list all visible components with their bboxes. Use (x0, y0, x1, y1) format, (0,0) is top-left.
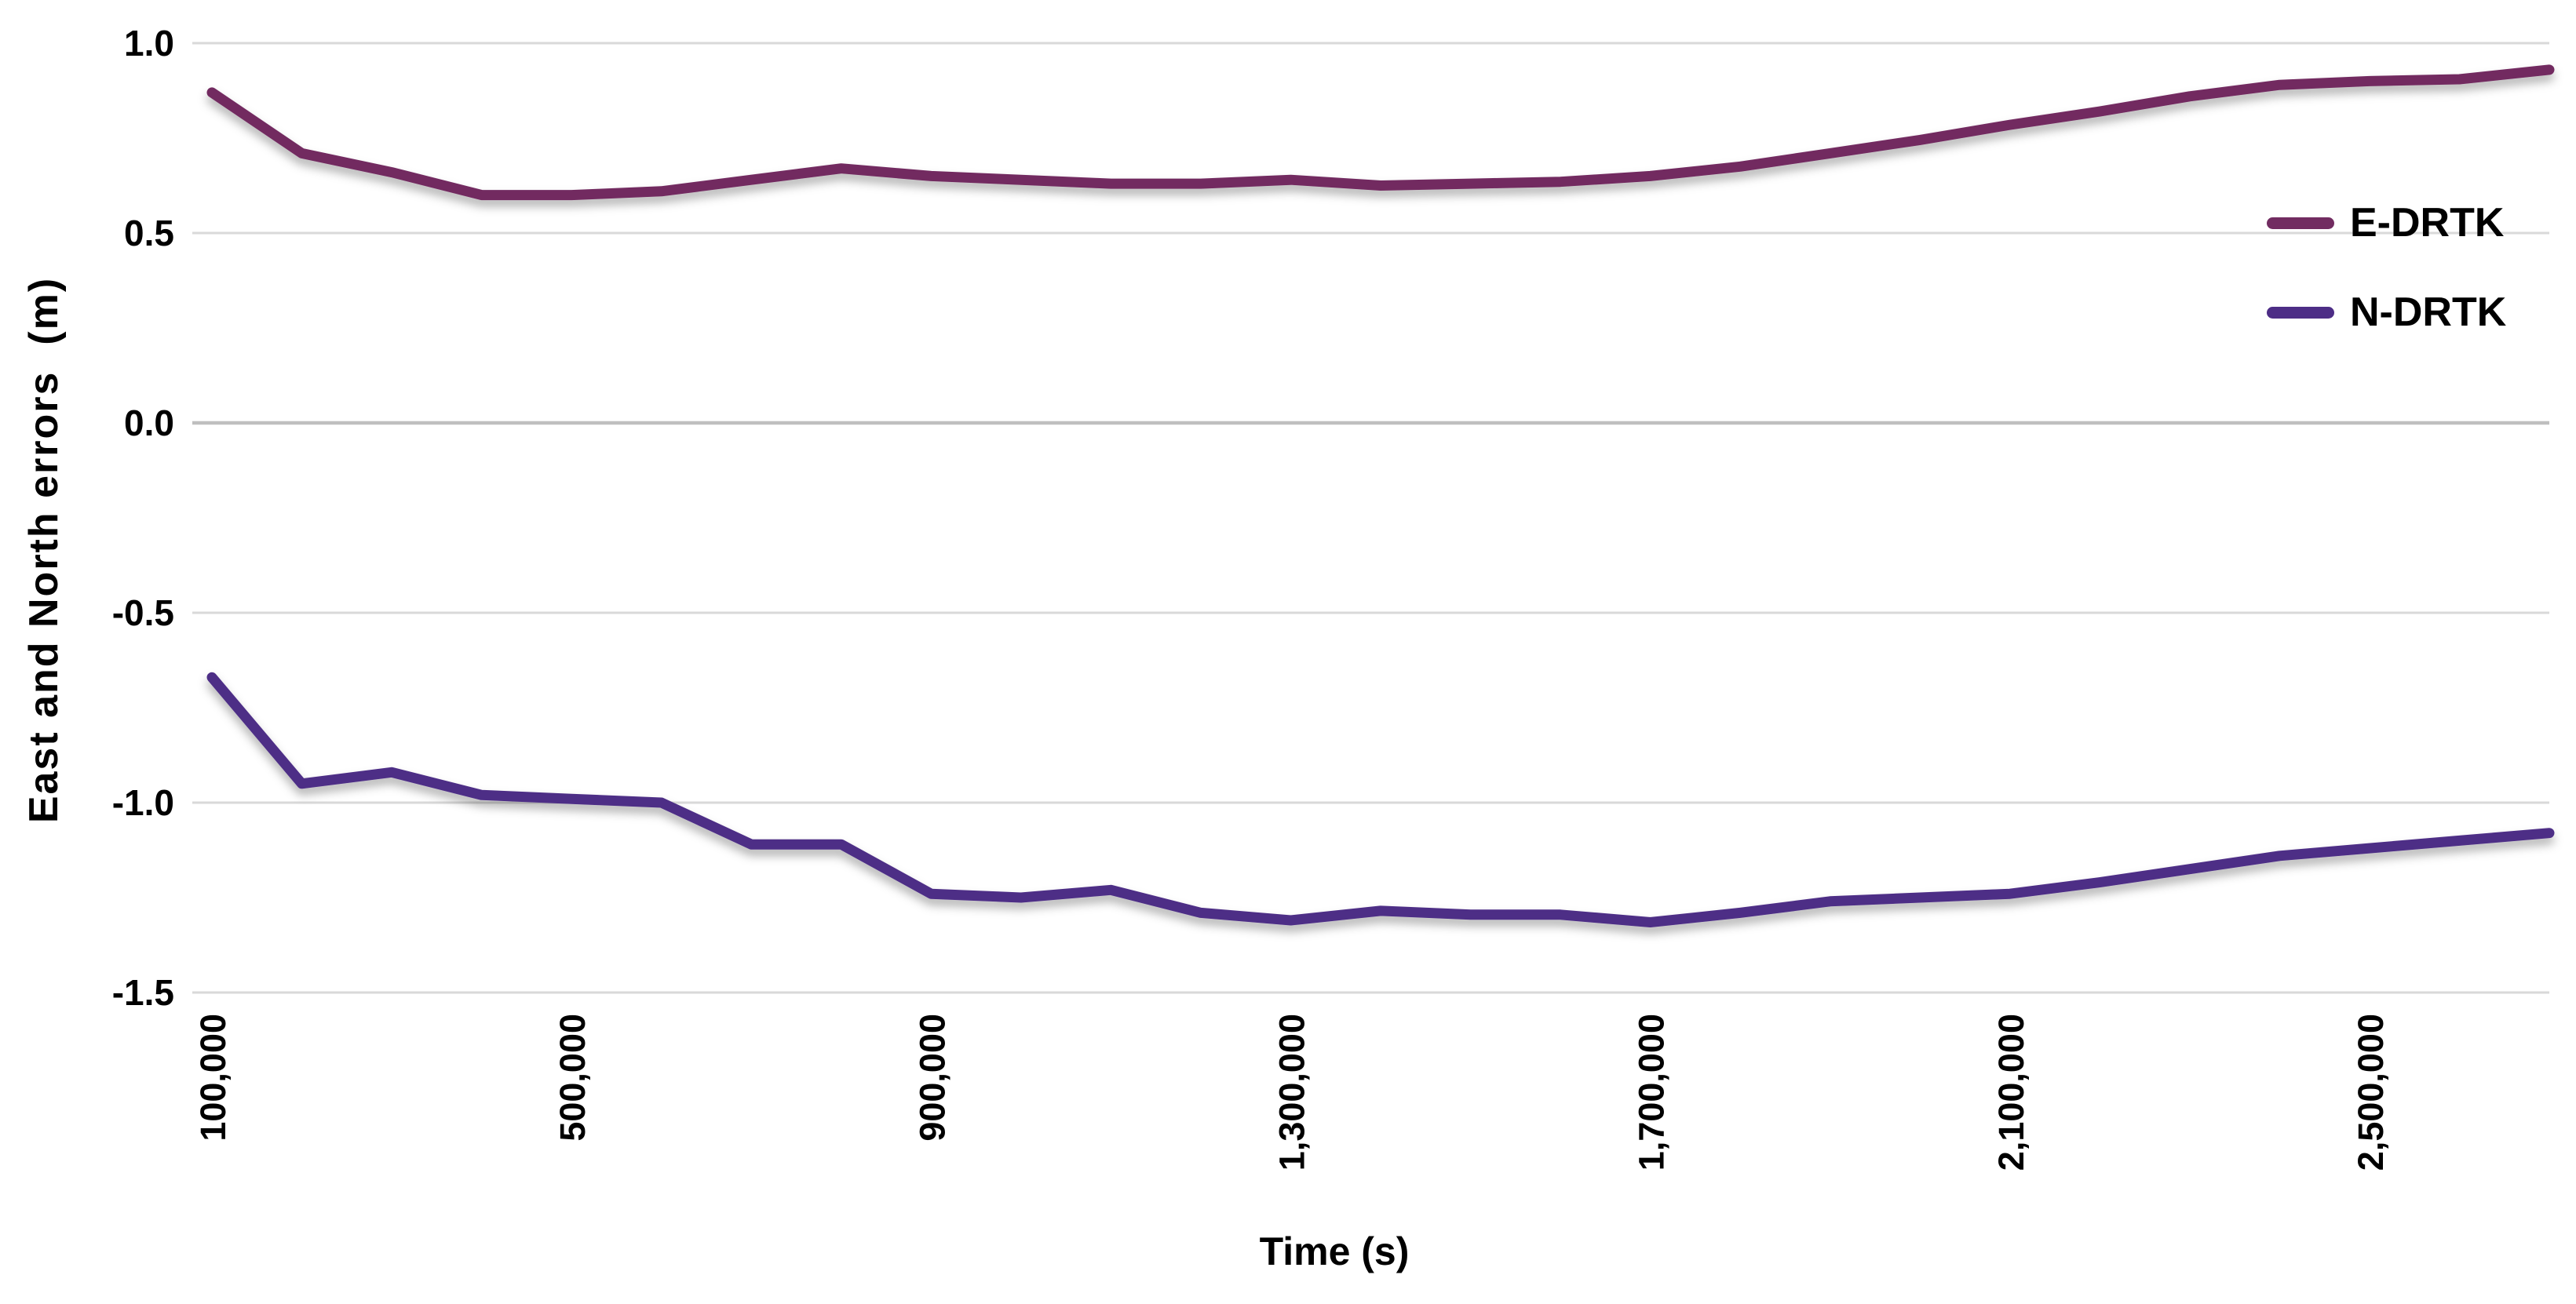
x-tick-label: 1,300,000 (1272, 1014, 1312, 1171)
legend-item-n-drtk: N-DRTK (2267, 292, 2506, 333)
legend: E-DRTK N-DRTK (2267, 202, 2506, 333)
legend-item-e-drtk: E-DRTK (2267, 202, 2506, 243)
legend-label-e-drtk: E-DRTK (2350, 200, 2505, 246)
series-line-n-drtk (206, 672, 2555, 927)
y-tick-label: 0.5 (124, 213, 174, 253)
x-tick-label: 900,000 (912, 1014, 952, 1142)
y-tick-label: -0.5 (112, 592, 174, 633)
legend-label-n-drtk: N-DRTK (2350, 290, 2507, 335)
y-tick-label: -1.0 (112, 782, 174, 823)
x-tick-label: 1,700,000 (1632, 1014, 1672, 1171)
y-axis-title: East and North errors (m) (21, 276, 67, 824)
x-tick-label: 2,500,000 (2351, 1014, 2391, 1171)
x-tick-label: 2,100,000 (1991, 1014, 2031, 1171)
y-tick-label: 0.0 (124, 402, 174, 443)
n-drtk-line-swatch (2267, 306, 2334, 319)
e-drtk-line-swatch (2267, 217, 2334, 229)
x-tick-label: 500,000 (553, 1014, 593, 1142)
y-tick-label: -1.5 (112, 972, 174, 1013)
series-line-e-drtk (206, 64, 2555, 201)
x-tick-label: 100,000 (193, 1014, 233, 1142)
y-tick-label: 1.0 (124, 23, 174, 64)
x-axis-title: Time (s) (1259, 1229, 1410, 1273)
